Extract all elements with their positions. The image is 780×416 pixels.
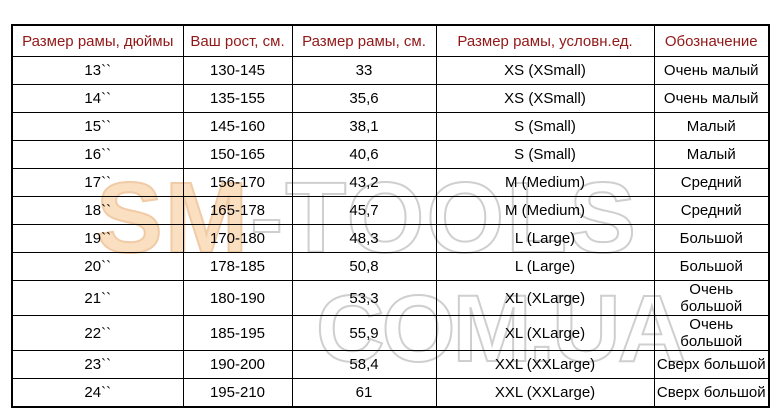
table-cell: 13`` — [11, 56, 184, 85]
table-cell: XS (XSmall) — [435, 56, 655, 85]
col-header-your-height-cm: Ваш рост, см. — [182, 24, 293, 57]
table-cell: 18`` — [11, 196, 184, 225]
table-row: 18`` 165-178 45,7 M (Medium) Средний — [11, 196, 770, 225]
table-cell: L (Large) — [435, 252, 655, 281]
table-row: 21`` 180-190 53,3 XL (XLarge) Очень большой — [11, 280, 770, 316]
table-cell: 165-178 — [182, 196, 293, 225]
table-header: Размер рамы, дюймы Ваш рост, см. Размер … — [11, 24, 770, 57]
table-cell: XS (XSmall) — [435, 84, 655, 113]
table-cell: L (Large) — [435, 224, 655, 253]
table-cell: 170-180 — [182, 224, 293, 253]
col-header-frame-size-units: Размер рамы, условн.ед. — [435, 24, 655, 57]
table-cell: Большой — [653, 252, 770, 281]
table-cell: Большой — [653, 224, 770, 253]
table-cell: 17`` — [11, 168, 184, 197]
table-cell: 15`` — [11, 112, 184, 141]
table-row: 16`` 150-165 40,6 S (Small) Малый — [11, 140, 770, 169]
table-cell: Средний — [653, 196, 770, 225]
table-cell: 130-145 — [182, 56, 293, 85]
table-cell: 21`` — [11, 280, 184, 316]
table-cell: S (Small) — [435, 112, 655, 141]
table-row: 22`` 185-195 55,9 XL (XLarge) Очень большой — [11, 315, 770, 351]
table-cell: 45,7 — [291, 196, 437, 225]
col-header-frame-size-cm: Размер рамы, см. — [291, 24, 437, 57]
table-header-row: Размер рамы, дюймы Ваш рост, см. Размер … — [11, 24, 770, 57]
table-row: 23`` 190-200 58,4 XXL (XXLarge) Сверх большо… — [11, 350, 770, 379]
table-cell: 35,6 — [291, 84, 437, 113]
table-cell: 48,3 — [291, 224, 437, 253]
col-header-frame-size-inches: Размер рамы, дюймы — [11, 24, 184, 57]
table-cell: 23`` — [11, 350, 184, 379]
table-cell: Малый — [653, 112, 770, 141]
table-cell: XXL (XXLarge) — [435, 378, 655, 408]
table-cell: 20`` — [11, 252, 184, 281]
table-row: 15`` 145-160 38,1 S (Small) Малый — [11, 112, 770, 141]
table-cell: 185-195 — [182, 315, 293, 351]
table-cell: 50,8 — [291, 252, 437, 281]
table-row: 14`` 135-155 35,6 XS (XSmall) Очень малый — [11, 84, 770, 113]
table-cell: 190-200 — [182, 350, 293, 379]
col-header-designation: Обозначение — [653, 24, 770, 57]
table-cell: 145-160 — [182, 112, 293, 141]
table-cell: Очень большой — [653, 315, 770, 351]
frame-size-table: Размер рамы, дюймы Ваш рост, см. Размер … — [11, 24, 770, 408]
table-cell: 43,2 — [291, 168, 437, 197]
table-cell: 58,4 — [291, 350, 437, 379]
table-cell: 135-155 — [182, 84, 293, 113]
table-cell: 178-185 — [182, 252, 293, 281]
table-cell: XXL (XXLarge) — [435, 350, 655, 379]
table-row: 19`` 170-180 48,3 L (Large) Большой — [11, 224, 770, 253]
table-cell: XL (XLarge) — [435, 315, 655, 351]
table-cell: Сверх большой — [653, 350, 770, 379]
table-cell: Очень большой — [653, 280, 770, 316]
table-row: 17`` 156-170 43,2 M (Medium) Средний — [11, 168, 770, 197]
table-cell: 150-165 — [182, 140, 293, 169]
table-cell: 14`` — [11, 84, 184, 113]
table-cell: 33 — [291, 56, 437, 85]
table-cell: 55,9 — [291, 315, 437, 351]
table-cell: M (Medium) — [435, 196, 655, 225]
table-cell: 38,1 — [291, 112, 437, 141]
table-cell: Очень малый — [653, 56, 770, 85]
table-cell: 24`` — [11, 378, 184, 408]
table-cell: 61 — [291, 378, 437, 408]
table-cell: 180-190 — [182, 280, 293, 316]
table-cell: Очень малый — [653, 84, 770, 113]
table-row: 13`` 130-145 33 XS (XSmall) Очень малый — [11, 56, 770, 85]
table-cell: Малый — [653, 140, 770, 169]
table-cell: 16`` — [11, 140, 184, 169]
table-cell: S (Small) — [435, 140, 655, 169]
table-cell: 22`` — [11, 315, 184, 351]
table-cell: Средний — [653, 168, 770, 197]
table-row: 24`` 195-210 61 XXL (XXLarge) Сверх большой — [11, 378, 770, 408]
table-cell: 156-170 — [182, 168, 293, 197]
table-cell: 195-210 — [182, 378, 293, 408]
table-row: 20`` 178-185 50,8 L (Large) Большой — [11, 252, 770, 281]
table-cell: M (Medium) — [435, 168, 655, 197]
table-cell: 40,6 — [291, 140, 437, 169]
table-body: 13`` 130-145 33 XS (XSmall) Очень малый 14`` 1… — [11, 56, 770, 408]
table-cell: 53,3 — [291, 280, 437, 316]
table-cell: XL (XLarge) — [435, 280, 655, 316]
table-cell: 19`` — [11, 224, 184, 253]
table-cell: Сверх большой — [653, 378, 770, 408]
